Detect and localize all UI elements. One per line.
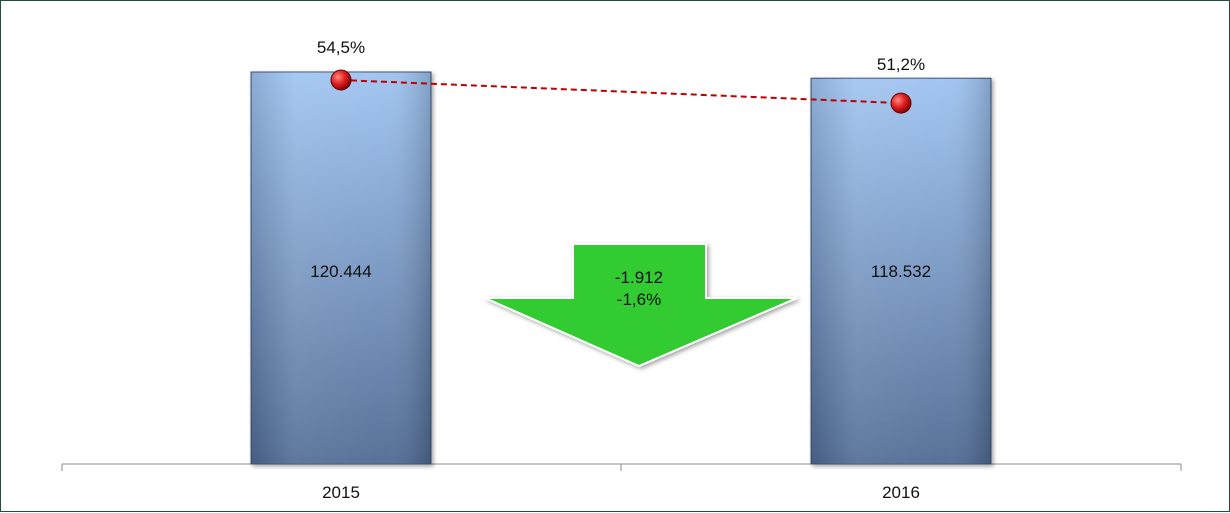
share-point-2015 xyxy=(330,69,352,91)
bar-value-label: 118.532 xyxy=(871,262,931,281)
change-percent-label: -1,6% xyxy=(617,290,661,309)
bar-shading-2016 xyxy=(811,78,991,464)
bar-value-label: 120.444 xyxy=(310,262,371,281)
bar-shading-2015 xyxy=(251,72,431,464)
share-value-label: 51,2% xyxy=(877,55,925,74)
x-tick-label: 2015 xyxy=(322,483,360,502)
change-arrow-icon xyxy=(484,243,798,368)
change-absolute-label: -1.912 xyxy=(615,268,663,287)
share-line xyxy=(340,79,902,105)
x-tick-label: 2016 xyxy=(882,483,920,502)
share-point-2016 xyxy=(890,92,912,114)
share-value-label: 54,5% xyxy=(317,38,365,57)
